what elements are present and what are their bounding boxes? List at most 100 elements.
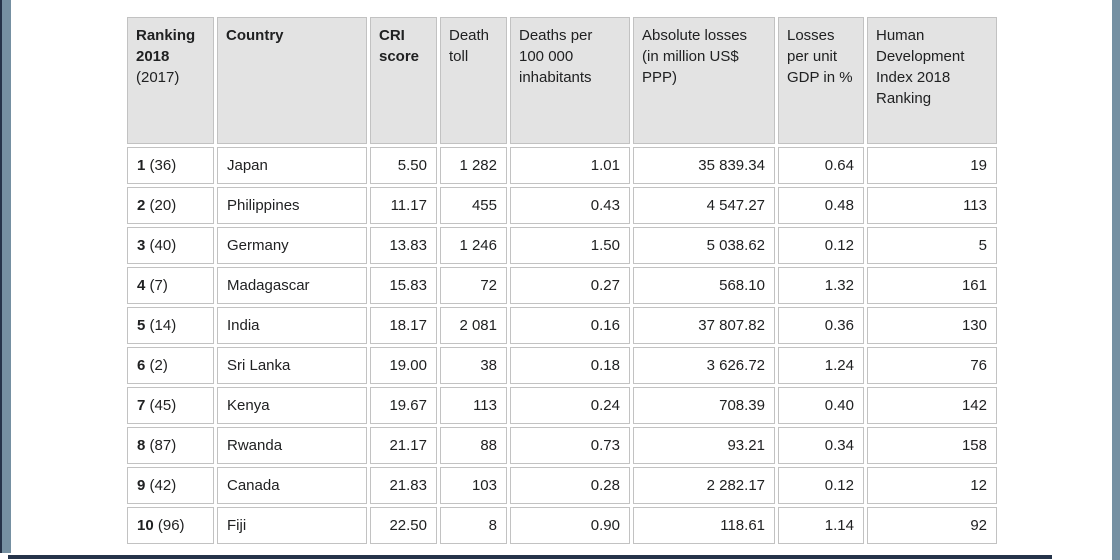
cell-ranking: 1 (36): [127, 147, 214, 184]
cell-deaths-per-100000: 0.27: [510, 267, 630, 304]
cell-deaths-per-100000: 0.43: [510, 187, 630, 224]
cell-losses-per-unit-gdp: 0.12: [778, 227, 864, 264]
cell-deaths-per-100000: 0.24: [510, 387, 630, 424]
cell-country: India: [217, 307, 367, 344]
cell-hdi-2018-ranking: 142: [867, 387, 997, 424]
table-row: 3 (40) Germany 13.83 1 246 1.50 5 038.62 0.12 5: [127, 227, 997, 264]
climate-risk-index-table: Ranking 2018 (2017) Country CRI score Death…: [124, 14, 1000, 547]
cell-ranking: 10 (96): [127, 507, 214, 544]
cell-deaths-per-100000: 1.50: [510, 227, 630, 264]
cell-losses-per-unit-gdp: 1.14: [778, 507, 864, 544]
cell-absolute-losses: 118.61: [633, 507, 775, 544]
cell-ranking: 4 (7): [127, 267, 214, 304]
table-row: 4 (7) Madagascar 15.83 72 0.27 568.10 1.32 161: [127, 267, 997, 304]
left-edge-line: [0, 0, 2, 553]
cell-deaths-per-100000: 0.16: [510, 307, 630, 344]
cell-ranking: 8 (87): [127, 427, 214, 464]
table-header: Ranking 2018 (2017) Country CRI score Death…: [127, 17, 997, 144]
rank-number: 6: [137, 357, 146, 374]
column-header-hdi-2018-ranking: Human Development Index 2018 Ranking: [867, 17, 997, 144]
cell-hdi-2018-ranking: 92: [867, 507, 997, 544]
cell-death-toll: 103: [440, 467, 507, 504]
cell-cri-score: 19.00: [370, 347, 437, 384]
cell-hdi-2018-ranking: 161: [867, 267, 997, 304]
rank-number: 9: [137, 477, 146, 494]
table-row: 8 (87) Rwanda 21.17 88 0.73 93.21 0.34 158: [127, 427, 997, 464]
cell-death-toll: 113: [440, 387, 507, 424]
cell-cri-score: 11.17: [370, 187, 437, 224]
cell-deaths-per-100000: 0.73: [510, 427, 630, 464]
cell-ranking: 3 (40): [127, 227, 214, 264]
rank-number: 10: [137, 517, 154, 534]
cell-absolute-losses: 2 282.17: [633, 467, 775, 504]
cell-death-toll: 2 081: [440, 307, 507, 344]
cell-death-toll: 8: [440, 507, 507, 544]
cell-cri-score: 18.17: [370, 307, 437, 344]
column-header-cri-score: CRI score: [370, 17, 437, 144]
cell-country: Kenya: [217, 387, 367, 424]
cell-death-toll: 1 246: [440, 227, 507, 264]
right-edge-strip: [1112, 0, 1120, 560]
cell-absolute-losses: 35 839.34: [633, 147, 775, 184]
cell-hdi-2018-ranking: 12: [867, 467, 997, 504]
cell-cri-score: 21.17: [370, 427, 437, 464]
cell-absolute-losses: 4 547.27: [633, 187, 775, 224]
column-header-losses-per-unit-gdp: Losses per unit GDP in %: [778, 17, 864, 144]
cell-hdi-2018-ranking: 76: [867, 347, 997, 384]
cell-ranking: 6 (2): [127, 347, 214, 384]
cell-cri-score: 19.67: [370, 387, 437, 424]
rank-number: 7: [137, 397, 146, 414]
cell-country: Fiji: [217, 507, 367, 544]
table-row: 7 (45) Kenya 19.67 113 0.24 708.39 0.40 142: [127, 387, 997, 424]
cell-country: Rwanda: [217, 427, 367, 464]
cell-absolute-losses: 708.39: [633, 387, 775, 424]
cell-death-toll: 88: [440, 427, 507, 464]
cell-hdi-2018-ranking: 19: [867, 147, 997, 184]
cell-deaths-per-100000: 0.90: [510, 507, 630, 544]
column-header-strong-text: Ranking 2018: [136, 27, 196, 65]
cell-deaths-per-100000: 0.18: [510, 347, 630, 384]
cell-country: Germany: [217, 227, 367, 264]
column-header-ranking: Ranking 2018 (2017): [127, 17, 214, 144]
cell-ranking: 2 (20): [127, 187, 214, 224]
table-row: 1 (36) Japan 5.50 1 282 1.01 35 839.34 0.64 19: [127, 147, 997, 184]
cell-hdi-2018-ranking: 130: [867, 307, 997, 344]
cell-losses-per-unit-gdp: 1.32: [778, 267, 864, 304]
cell-cri-score: 13.83: [370, 227, 437, 264]
column-header-country: Country: [217, 17, 367, 144]
rank-number: 2: [137, 197, 146, 214]
cell-hdi-2018-ranking: 5: [867, 227, 997, 264]
column-header-strong-text: CRI score: [379, 27, 420, 65]
cell-country: Madagascar: [217, 267, 367, 304]
cell-death-toll: 455: [440, 187, 507, 224]
cell-absolute-losses: 568.10: [633, 267, 775, 304]
cell-cri-score: 5.50: [370, 147, 437, 184]
left-edge-strip: [2, 0, 11, 553]
rank-number: 3: [137, 237, 146, 254]
cell-cri-score: 22.50: [370, 507, 437, 544]
cell-ranking: 7 (45): [127, 387, 214, 424]
cell-cri-score: 15.83: [370, 267, 437, 304]
cell-death-toll: 38: [440, 347, 507, 384]
table-row: 5 (14) India 18.17 2 081 0.16 37 807.82 0.36 13…: [127, 307, 997, 344]
cell-losses-per-unit-gdp: 1.24: [778, 347, 864, 384]
cell-hdi-2018-ranking: 113: [867, 187, 997, 224]
cell-losses-per-unit-gdp: 0.64: [778, 147, 864, 184]
table-row: 2 (20) Philippines 11.17 455 0.43 4 547.27 0.4…: [127, 187, 997, 224]
column-header-strong-text: Country: [226, 27, 284, 44]
cell-deaths-per-100000: 0.28: [510, 467, 630, 504]
cell-losses-per-unit-gdp: 0.48: [778, 187, 864, 224]
column-header-absolute-losses: Absolute losses (in million US$ PPP): [633, 17, 775, 144]
table-row: 10 (96) Fiji 22.50 8 0.90 118.61 1.14 92: [127, 507, 997, 544]
cell-death-toll: 72: [440, 267, 507, 304]
column-header-death-toll: Death toll: [440, 17, 507, 144]
cell-hdi-2018-ranking: 158: [867, 427, 997, 464]
cell-absolute-losses: 5 038.62: [633, 227, 775, 264]
cell-ranking: 9 (42): [127, 467, 214, 504]
rank-number: 1: [137, 157, 146, 174]
rank-number: 5: [137, 317, 146, 334]
rank-number: 8: [137, 437, 146, 454]
column-header-deaths-per-100000: Deaths per 100 000 inhabitants: [510, 17, 630, 144]
cell-losses-per-unit-gdp: 0.34: [778, 427, 864, 464]
